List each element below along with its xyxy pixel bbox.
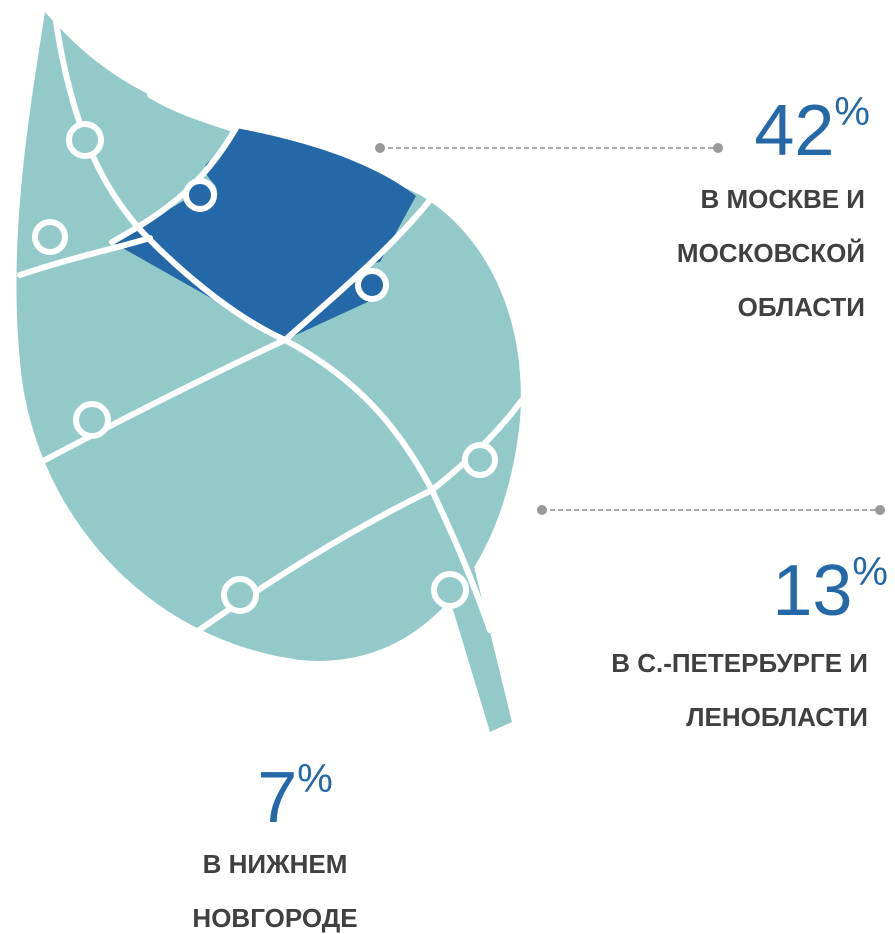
stat-label: НОВГОРОДЕ <box>192 903 357 933</box>
stat-label: ОБЛАСТИ <box>738 292 865 322</box>
connector-dot <box>375 143 385 153</box>
stat-unit: % <box>852 550 888 594</box>
stat: 42% В МОСКВЕ И МОСКОВСКОЙ ОБЛАСТИ <box>677 90 870 322</box>
stat-unit: % <box>297 757 333 801</box>
puzzle-seams <box>17 12 525 643</box>
stat-label: В МОСКВЕ И <box>700 184 865 214</box>
stat-unit: % <box>834 90 870 134</box>
stat-label: В НИЖНЕМ <box>203 849 348 879</box>
stat-value: 42% <box>754 90 870 171</box>
connector-dot <box>713 143 723 153</box>
stat-label: МОСКОВСКОЙ <box>677 238 865 268</box>
stat: 7% В НИЖНЕМ НОВГОРОДЕ <box>192 757 357 933</box>
stat-number: 42 <box>754 91 834 171</box>
connector-dot <box>875 505 885 515</box>
stat-number: 7 <box>257 758 297 838</box>
stat-value: 7% <box>257 757 333 838</box>
leaf <box>16 12 525 732</box>
stat-label: ЛЕНОБЛАСТИ <box>686 702 868 732</box>
highlight-piece <box>112 128 416 340</box>
stat: 13% В С.-ПЕТЕРБУРГЕ И ЛЕНОБЛАСТИ <box>611 550 888 732</box>
puzzle-knobs <box>32 121 498 614</box>
stat-value: 13% <box>772 550 888 631</box>
stat-number: 13 <box>772 551 852 631</box>
leaf-body <box>16 12 521 661</box>
connectors <box>375 143 885 515</box>
connector-dot <box>537 505 547 515</box>
stat-label: В С.-ПЕТЕРБУРГЕ И <box>611 648 868 678</box>
